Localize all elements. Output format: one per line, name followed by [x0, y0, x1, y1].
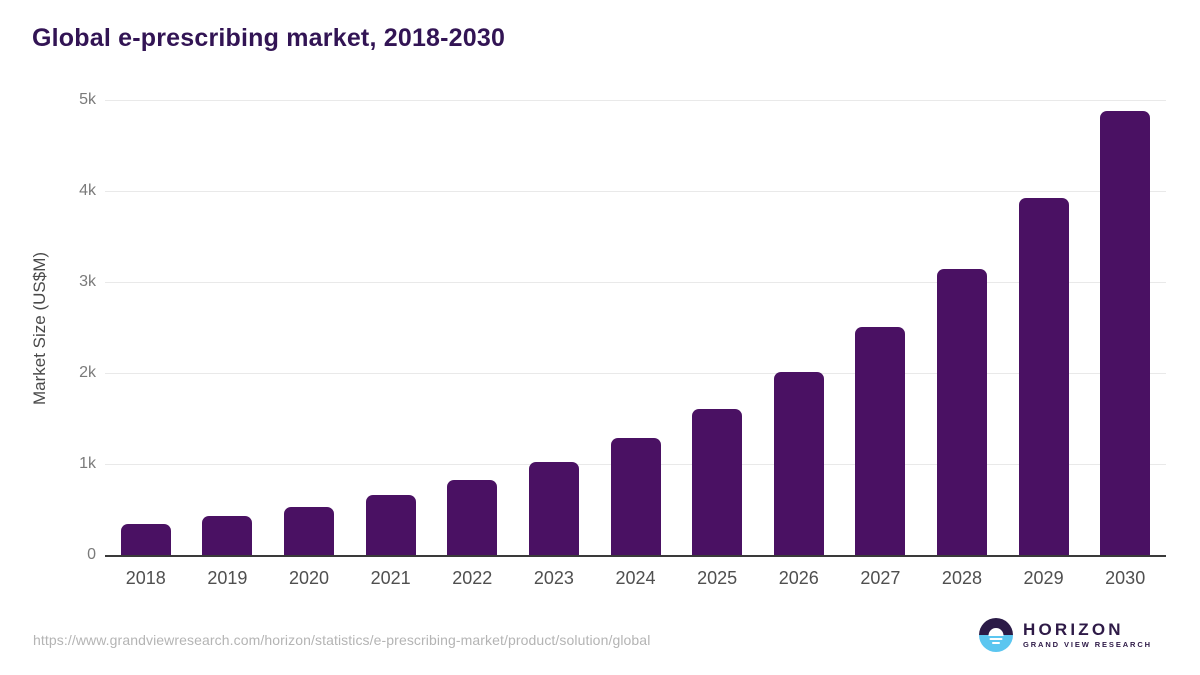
y-tick-label-2k: 2k: [79, 364, 96, 381]
bar-2022[interactable]: [447, 480, 498, 555]
x-tick-label-2019: 2019: [207, 568, 248, 588]
gridline-5k: [105, 100, 1166, 101]
x-tick-label-2018: 2018: [125, 568, 166, 588]
source-url: https://www.grandviewresearch.com/horizo…: [33, 632, 651, 648]
wave-line-shape: [989, 638, 1003, 640]
bar-2020[interactable]: [284, 506, 335, 555]
y-axis-title: Market Size (US$M): [30, 251, 49, 406]
gridline-3k: [105, 282, 1166, 283]
y-tick-label-3k: 3k: [79, 273, 96, 290]
x-tick-label-2026: 2026: [778, 568, 819, 588]
gridline-4k: [105, 191, 1166, 192]
bar-2027[interactable]: [855, 326, 906, 555]
chart-title: Global e-prescribing market, 2018-2030: [32, 24, 506, 52]
x-tick-label-2021: 2021: [370, 568, 411, 588]
gridline-2k: [105, 373, 1166, 374]
horizon-sun-icon: [978, 618, 1013, 652]
bar-2029[interactable]: [1018, 197, 1069, 555]
y-tick-label-1k: 1k: [79, 455, 96, 472]
bar-2030[interactable]: [1100, 110, 1151, 555]
bar-2026[interactable]: [773, 372, 824, 555]
x-tick-label-2030: 2030: [1105, 568, 1146, 588]
wave-line-shape: [991, 642, 1000, 644]
bar-2019[interactable]: [202, 516, 253, 555]
logo-text: HORIZON GRAND VIEW RESEARCH: [1023, 621, 1152, 649]
bar-2023[interactable]: [528, 461, 579, 555]
x-tick-label-2022: 2022: [452, 568, 493, 588]
y-tick-label-0: 0: [87, 546, 96, 563]
bar-2024[interactable]: [610, 438, 661, 555]
x-tick-label-2027: 2027: [860, 568, 901, 588]
logo-tagline: GRAND VIEW RESEARCH: [1022, 640, 1152, 650]
logo-name: HORIZON: [1022, 620, 1124, 640]
x-tick-label-2023: 2023: [533, 568, 574, 588]
y-tick-label-5k: 5k: [79, 91, 96, 108]
x-tick-label-2025: 2025: [697, 568, 738, 588]
x-tick-label-2028: 2028: [941, 568, 982, 588]
y-tick-label-4k: 4k: [79, 182, 96, 199]
bar-2018[interactable]: [120, 524, 171, 555]
bar-2021[interactable]: [365, 495, 416, 555]
horizon-logo: HORIZON GRAND VIEW RESEARCH: [978, 618, 1152, 652]
x-tick-label-2029: 2029: [1023, 568, 1064, 588]
x-tick-label-2024: 2024: [615, 568, 656, 588]
bar-2028[interactable]: [936, 269, 987, 555]
x-tick-label-2020: 2020: [289, 568, 330, 588]
plot-area: 0 1k 2k 3k 4k 5k 2018 2019 2020 2021 2022 2023 2024 2…: [79, 91, 1166, 588]
bar-2025[interactable]: [692, 408, 743, 555]
sun-dome-shape: [988, 628, 1004, 636]
